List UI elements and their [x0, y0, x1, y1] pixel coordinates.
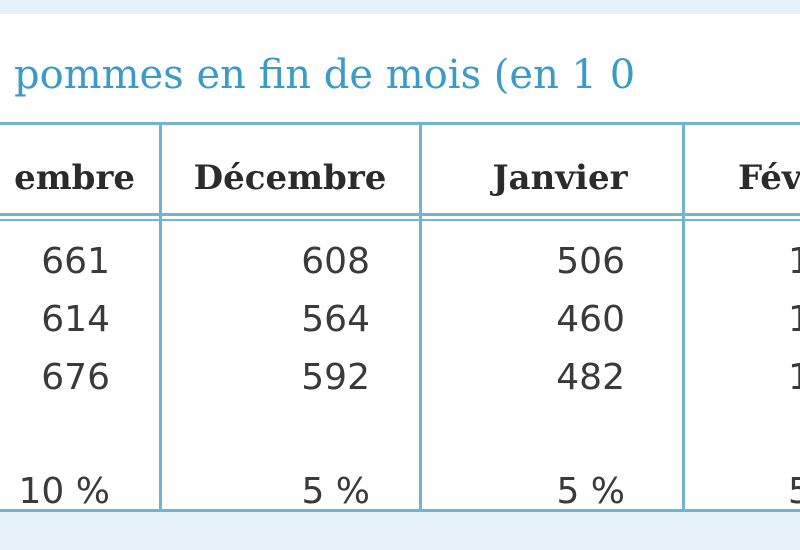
table-cell: 10 %	[18, 471, 110, 512]
column-divider	[419, 122, 422, 512]
table-cell: 676	[41, 357, 110, 398]
bottom-band	[0, 512, 800, 550]
column-header: embre	[14, 158, 135, 198]
top-band	[0, 0, 800, 14]
header-border	[0, 219, 800, 221]
table-cell: 5 %	[556, 471, 625, 512]
table-cell: 608	[301, 241, 370, 282]
column-divider	[682, 122, 685, 512]
table-cell: 1	[788, 357, 800, 398]
table-cell: 5	[788, 471, 800, 512]
table-cell: 592	[301, 357, 370, 398]
column-divider	[159, 122, 162, 512]
column-header: Janvier	[492, 158, 628, 198]
table-cell: 482	[556, 357, 625, 398]
table-cell: 460	[556, 299, 625, 340]
table-cell: 661	[41, 241, 110, 282]
header-border	[0, 213, 800, 216]
column-header: Fév	[738, 158, 800, 198]
column-header: Décembre	[193, 158, 387, 198]
table-cell: 506	[556, 241, 625, 282]
table-title: pommes en fin de mois (en 1 0	[14, 52, 636, 98]
table-cell: 5 %	[301, 471, 370, 512]
table-cell: 564	[301, 299, 370, 340]
table-cell: 1	[788, 299, 800, 340]
table-cell: 1	[788, 241, 800, 282]
table-top-border	[0, 122, 800, 125]
table-cell: 614	[41, 299, 110, 340]
table-bottom-border	[0, 509, 800, 512]
